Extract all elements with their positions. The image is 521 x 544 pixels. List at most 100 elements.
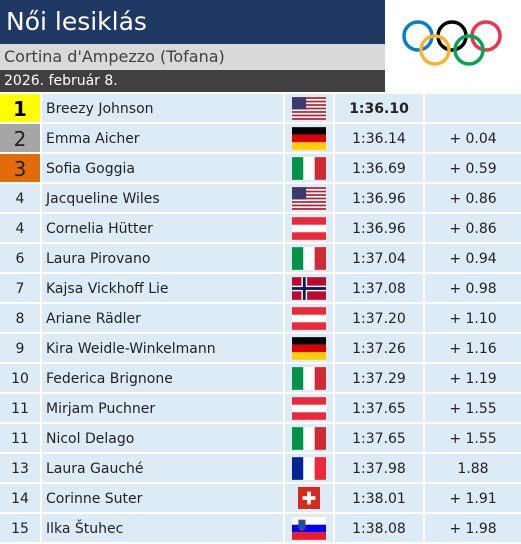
result-row: 9 Kira Weidle-Winkelmann 1:37.26 + 1.16 (0, 334, 521, 364)
gap: + 0.86 (425, 184, 521, 214)
time: 1:37.04 (335, 244, 425, 274)
rank: 13 (0, 454, 42, 484)
flag-cell (285, 244, 335, 274)
result-row: 10 Federica Brignone 1:37.29 + 1.19 (0, 364, 521, 394)
time: 1:37.98 (335, 454, 425, 484)
date: 2026. február 8. (0, 70, 385, 92)
gap: + 1.91 (425, 484, 521, 514)
flag-cell (285, 334, 335, 364)
athlete-name: Laura Pirovano (42, 244, 285, 274)
flag-cell (285, 184, 335, 214)
result-row: 4 Jacqueline Wiles 1:36.96 + 0.86 (0, 184, 521, 214)
rank: 11 (0, 424, 42, 454)
athlete-name: Emma Aicher (42, 124, 285, 154)
flag-cell (285, 154, 335, 184)
results-table: 1 Breezy Johnson 1:36.10 2 Emma Aicher 1:36.1… (0, 94, 521, 544)
time: 1:38.08 (335, 514, 425, 544)
time: 1:37.20 (335, 304, 425, 334)
result-row: 4 Cornelia Hütter 1:36.96 + 0.86 (0, 214, 521, 244)
result-row: 1 Breezy Johnson 1:36.10 (0, 94, 521, 124)
result-row: 8 Ariane Rädler 1:37.20 + 1.10 (0, 304, 521, 334)
rank: 6 (0, 244, 42, 274)
rank: 2 (0, 124, 42, 154)
flag-cell (285, 424, 335, 454)
time: 1:36.14 (335, 124, 425, 154)
time: 1:36.96 (335, 214, 425, 244)
flag-cell (285, 364, 335, 394)
time: 1:37.26 (335, 334, 425, 364)
result-row: 6 Laura Pirovano 1:37.04 + 0.94 (0, 244, 521, 274)
time: 1:36.96 (335, 184, 425, 214)
rank: 8 (0, 304, 42, 334)
flag-cell (285, 214, 335, 244)
athlete-name: Cornelia Hütter (42, 214, 285, 244)
rank: 1 (0, 94, 42, 124)
athlete-name: Corinne Suter (42, 484, 285, 514)
time: 1:37.29 (335, 364, 425, 394)
flag-cell (285, 304, 335, 334)
flag-cell (285, 454, 335, 484)
athlete-name: Federica Brignone (42, 364, 285, 394)
flag (292, 127, 326, 150)
time: 1:36.69 (335, 154, 425, 184)
gap: + 0.59 (425, 154, 521, 184)
result-row: 13 Laura Gauché 1:37.98 1.88 (0, 454, 521, 484)
athlete-name: Ilka Štuhec (42, 514, 285, 544)
flag-cell (285, 484, 335, 514)
result-row: 14 Corinne Suter 1:38.01 + 1.91 (0, 484, 521, 514)
athlete-name: Sofia Goggia (42, 154, 285, 184)
athlete-name: Kajsa Vickhoff Lie (42, 274, 285, 304)
olympic-rings (402, 20, 502, 66)
athlete-name: Breezy Johnson (42, 94, 285, 124)
athlete-name: Mirjam Puchner (42, 394, 285, 424)
flag (292, 97, 326, 120)
flag (292, 367, 326, 390)
gap: + 1.55 (425, 424, 521, 454)
gap: + 0.94 (425, 244, 521, 274)
flag (292, 187, 326, 210)
flag (292, 247, 326, 270)
time: 1:37.65 (335, 424, 425, 454)
result-row: 15 Ilka Štuhec 1:38.08 + 1.98 (0, 514, 521, 544)
gap: 1.88 (425, 454, 521, 484)
gap: + 0.04 (425, 124, 521, 154)
title: Női lesiklás (0, 0, 385, 44)
athlete-name: Laura Gauché (42, 454, 285, 484)
rank: 7 (0, 274, 42, 304)
rank: 11 (0, 394, 42, 424)
gap: + 1.10 (425, 304, 521, 334)
flag (292, 157, 326, 180)
athlete-name: Ariane Rädler (42, 304, 285, 334)
flag-cell (285, 514, 335, 544)
time: 1:38.01 (335, 484, 425, 514)
rank: 4 (0, 184, 42, 214)
rank: 3 (0, 154, 42, 184)
gap: + 1.16 (425, 334, 521, 364)
gap: + 0.86 (425, 214, 521, 244)
result-row: 2 Emma Aicher 1:36.14 + 0.04 (0, 124, 521, 154)
flag (298, 487, 320, 509)
flag-cell (285, 124, 335, 154)
flag (292, 217, 326, 240)
flag-cell (285, 394, 335, 424)
athlete-name: Nicol Delago (42, 424, 285, 454)
flag (292, 397, 326, 420)
result-row: 11 Mirjam Puchner 1:37.65 + 1.55 (0, 394, 521, 424)
rank: 10 (0, 364, 42, 394)
rank: 14 (0, 484, 42, 514)
result-row: 7 Kajsa Vickhoff Lie 1:37.08 + 0.98 (0, 274, 521, 304)
gap: + 1.98 (425, 514, 521, 544)
flag (292, 277, 326, 300)
time: 1:37.65 (335, 394, 425, 424)
gap (425, 94, 521, 124)
athlete-name: Kira Weidle-Winkelmann (42, 334, 285, 364)
rank: 15 (0, 514, 42, 544)
gap: + 1.55 (425, 394, 521, 424)
time: 1:37.08 (335, 274, 425, 304)
rank: 9 (0, 334, 42, 364)
flag (292, 337, 326, 360)
subtitle: Cortina d'Ampezzo (Tofana) (0, 44, 385, 70)
gap: + 1.19 (425, 364, 521, 394)
gap: + 0.98 (425, 274, 521, 304)
